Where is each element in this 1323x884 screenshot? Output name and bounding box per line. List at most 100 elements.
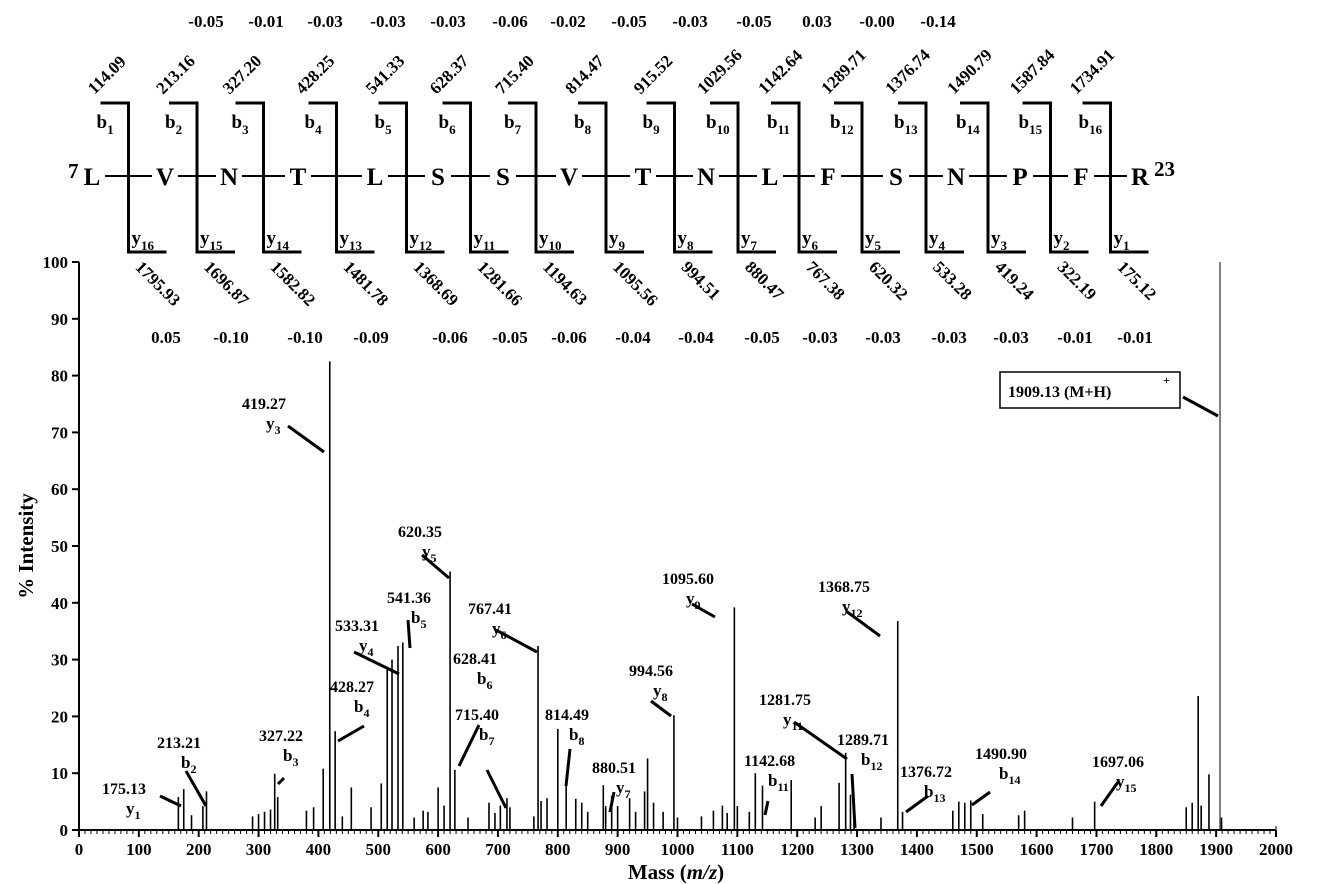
y-ion-label: y3 — [991, 228, 1008, 253]
peak-mass-label: 533.31 — [335, 618, 379, 635]
b-ion-fragment: b7 715.40 — [491, 51, 538, 176]
y-ion-label: y12 — [410, 228, 433, 253]
b-ion-fragment: b8 814.47 — [561, 51, 608, 176]
precursor-leader — [1182, 395, 1219, 418]
annotation-leader — [905, 794, 929, 814]
x-tick-label: 300 — [246, 840, 272, 859]
y-tick-label: 30 — [51, 651, 68, 670]
peak-ion-label: b12 — [861, 750, 882, 773]
annotation-leader — [495, 628, 538, 654]
residue-letter: L — [367, 164, 384, 191]
x-tick-label: 900 — [605, 840, 631, 859]
x-tick-label: 1300 — [840, 840, 874, 859]
annotation-leader — [650, 699, 672, 718]
y-ion-fragment: y15 1696.87 — [195, 176, 253, 310]
b-ion-mass: 628.37 — [426, 51, 473, 98]
y-ion-mass-error: -0.04 — [678, 328, 714, 347]
peak-ion-label: y3 — [266, 414, 281, 437]
b-ion-fragment: b16 1734.91 — [1066, 45, 1118, 176]
b-ion-label: b1 — [97, 112, 114, 137]
b-ion-bracket — [771, 101, 801, 176]
annotation-leader — [763, 800, 770, 816]
y-ion-fragment: y4 533.28 — [924, 176, 976, 304]
y-tick-label: 90 — [51, 310, 68, 329]
b-ion-label: b12 — [830, 112, 854, 137]
b-ion-fragment: b9 915.52 — [630, 51, 676, 176]
y-ion-bracket — [534, 176, 574, 254]
b-ion-fragment: b15 1587.84 — [1006, 45, 1059, 176]
residue-letter: T — [635, 164, 652, 191]
residue-letter: L — [84, 164, 101, 191]
peak-annotation: 767.41y6 — [468, 601, 538, 654]
b-ion-fragment: b14 1490.79 — [943, 45, 996, 176]
residue-letter: F — [820, 164, 835, 191]
peak-mass-label: 1490.90 — [975, 746, 1027, 763]
y-ion-label: y5 — [865, 228, 882, 253]
annotation-leader — [564, 748, 572, 787]
y-ion-label: y11 — [474, 228, 496, 253]
y-ion-mass: 533.28 — [929, 257, 975, 303]
peak-mass-label: 1142.68 — [744, 753, 795, 770]
x-tick-label: 1000 — [661, 840, 695, 859]
peak-mass-label: 994.56 — [629, 663, 673, 680]
b-ion-mass: 1376.74 — [881, 45, 934, 98]
b-ion-label: b14 — [956, 112, 980, 137]
peak-annotation: 1281.75y11 — [759, 692, 848, 761]
b-ion-mass: 1587.84 — [1006, 45, 1059, 98]
x-tick-label: 100 — [126, 840, 152, 859]
b-ion-mass: 1289.71 — [817, 45, 870, 98]
x-tick-label: 500 — [366, 840, 392, 859]
b-ion-label: b8 — [574, 112, 592, 137]
y-ion-mass-error: 0.05 — [151, 328, 181, 347]
y-tick-label: 0 — [60, 821, 69, 840]
annotation-leader — [793, 720, 848, 761]
peak-ion-label: y11 — [783, 710, 803, 733]
residue-letter: S — [889, 164, 903, 191]
y-ion-mass: 1795.93 — [132, 257, 185, 310]
b-ion-label: b16 — [1079, 112, 1103, 137]
b-ion-mass: 715.40 — [491, 51, 537, 97]
b-ion-mass-error: -0.05 — [611, 12, 646, 31]
y-tick-label: 50 — [51, 537, 68, 556]
b-ion-mass-error: -0.03 — [370, 12, 405, 31]
y-ion-fragment: y6 767.38 — [797, 176, 849, 304]
b-ion-mass: 1490.79 — [943, 45, 996, 98]
b-ion-fragment: b13 1376.74 — [881, 45, 934, 176]
y-ion-mass: 1582.82 — [267, 257, 320, 310]
y-ion-bracket — [469, 176, 509, 254]
annotation-leader — [159, 794, 182, 808]
y-ion-mass-error: -0.01 — [1117, 328, 1152, 347]
y-ion-bracket — [262, 176, 302, 254]
peak-ion-label: y9 — [686, 589, 701, 612]
b-ion-mass: 327.20 — [219, 51, 265, 97]
y-ion-fragment: y11 1281.66 — [469, 176, 526, 310]
y-ion-fragment: y2 322.19 — [1049, 176, 1100, 304]
y-ion-mass-error: -0.04 — [615, 328, 651, 347]
y-ion-label: y13 — [340, 228, 363, 253]
peak-ion-label: b3 — [283, 746, 298, 769]
b-ion-mass-error: -0.14 — [920, 12, 956, 31]
y-ion-mass: 175.12 — [1114, 257, 1160, 303]
residue-letter: N — [697, 164, 715, 191]
annotation-leader — [337, 724, 365, 743]
y-ion-mass: 1194.63 — [539, 257, 591, 309]
fragmentation-ladder: 7 23 L V N T L S S V T N L F S N P F Rb1 114.09 b2 213.16 b3 32… — [68, 12, 1175, 347]
b-ion-mass: 213.16 — [152, 51, 198, 97]
peak-ion-label: y4 — [359, 636, 374, 659]
peak-ion-label: b2 — [181, 753, 196, 776]
b-ion-bracket — [834, 101, 864, 176]
annotation-leader — [850, 773, 857, 829]
residue-letter: S — [496, 164, 510, 191]
b-ion-mass-error: -0.01 — [248, 12, 283, 31]
y-ion-fragment: y8 994.51 — [673, 176, 724, 304]
y-ion-bracket — [127, 176, 167, 254]
y-ion-bracket — [797, 176, 837, 254]
peak-mass-label: 1697.06 — [1092, 754, 1144, 771]
b-ion-mass-error: -0.05 — [736, 12, 771, 31]
residue-letter: R — [1131, 164, 1150, 191]
annotation-leader — [691, 602, 716, 619]
